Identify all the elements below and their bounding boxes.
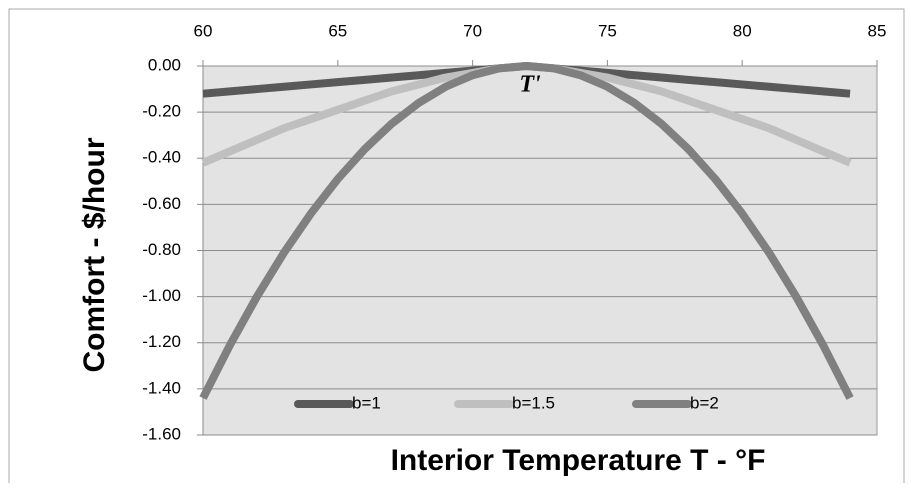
legend-label: b=1: [352, 393, 381, 412]
y-tick-label: -1.40: [142, 378, 181, 397]
legend-label: b=2: [690, 393, 719, 412]
y-tick-label: -0.20: [142, 102, 181, 121]
y-tick-label: -0.60: [142, 194, 181, 213]
x-tick-label: 65: [328, 21, 347, 40]
x-tick-label: 70: [463, 21, 482, 40]
x-tick-label: 75: [598, 21, 617, 40]
x-tick-label: 85: [868, 21, 887, 40]
y-tick-label: -1.60: [142, 424, 181, 443]
x-tick-label: 80: [733, 21, 752, 40]
annotation: T': [519, 72, 541, 98]
y-tick-label: -0.40: [142, 148, 181, 167]
legend-label: b=1.5: [512, 393, 555, 412]
y-axis-label: Comfort - $/hour: [78, 137, 111, 372]
y-tick-label: 0.00: [148, 55, 181, 74]
x-axis-label: Interior Temperature T - °F: [391, 444, 766, 477]
y-tick-label: -1.00: [142, 286, 181, 305]
y-tick-label: -0.80: [142, 240, 181, 259]
y-tick-label: -1.20: [142, 332, 181, 351]
series-line: [199, 62, 854, 400]
x-tick-label: 60: [194, 21, 213, 40]
